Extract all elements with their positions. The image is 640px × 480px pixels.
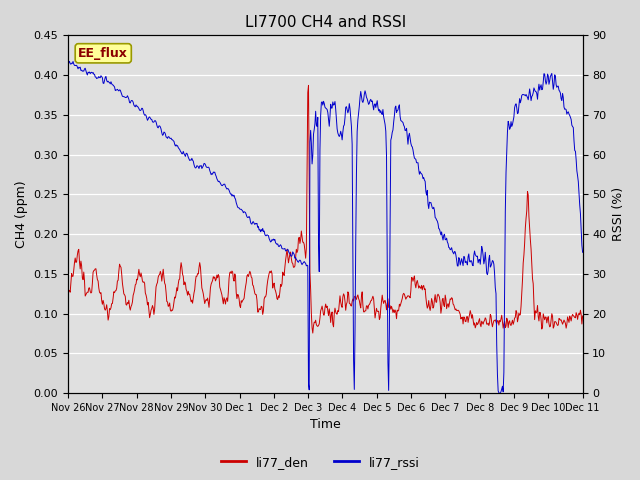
li77_rssi bbox=[179, 148, 187, 154]
li77_den bbox=[64, 289, 72, 295]
Y-axis label: RSSI (%): RSSI (%) bbox=[612, 187, 625, 241]
Title: LI7700 CH4 and RSSI: LI7700 CH4 and RSSI bbox=[244, 15, 406, 30]
li77_rssi bbox=[403, 133, 411, 139]
li77_rssi bbox=[74, 66, 82, 72]
li77_rssi bbox=[579, 250, 586, 255]
li77_den bbox=[579, 313, 586, 319]
li77_den bbox=[309, 330, 317, 336]
X-axis label: Time: Time bbox=[310, 419, 340, 432]
Line: li77_den: li77_den bbox=[68, 85, 582, 333]
li77_rssi bbox=[207, 170, 214, 176]
li77_den bbox=[127, 307, 134, 313]
Line: li77_rssi: li77_rssi bbox=[68, 61, 582, 393]
li77_den bbox=[305, 83, 312, 88]
li77_rssi bbox=[127, 98, 135, 104]
li77_den bbox=[206, 294, 214, 300]
li77_den bbox=[389, 310, 397, 315]
Text: EE_flux: EE_flux bbox=[78, 47, 128, 60]
li77_den bbox=[179, 271, 186, 277]
Y-axis label: CH4 (ppm): CH4 (ppm) bbox=[15, 180, 28, 248]
li77_rssi bbox=[64, 59, 72, 65]
Legend: li77_den, li77_rssi: li77_den, li77_rssi bbox=[216, 451, 424, 474]
li77_den bbox=[74, 252, 81, 258]
li77_rssi bbox=[496, 390, 504, 396]
li77_rssi bbox=[388, 130, 396, 135]
li77_rssi bbox=[66, 59, 74, 64]
li77_den bbox=[404, 293, 412, 299]
